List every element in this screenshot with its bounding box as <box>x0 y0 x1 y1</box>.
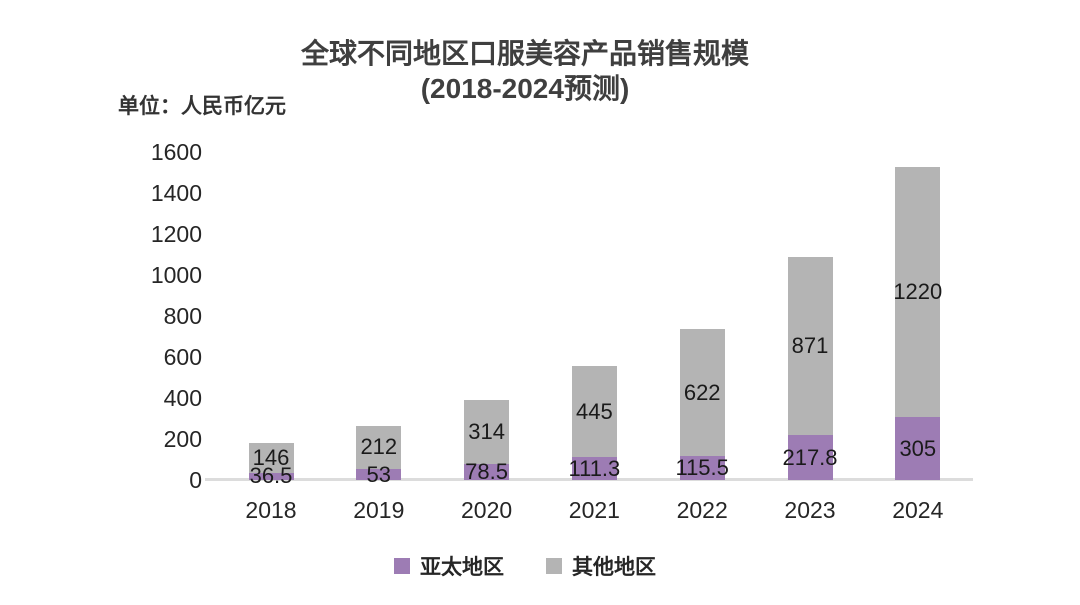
y-axis-tick-label: 800 <box>163 303 202 329</box>
data-label: 217.8 <box>782 444 838 470</box>
bar-segment-other <box>895 167 941 418</box>
legend-item-apac: 亚太地区 <box>394 551 504 581</box>
bar-segment-apac <box>464 463 510 480</box>
data-label: 314 <box>468 418 505 444</box>
chart-title-line1: 全球不同地区口服美容产品销售规模 <box>300 38 749 69</box>
x-axis-tick-label: 2019 <box>353 497 405 523</box>
legend-item-other: 其他地区 <box>546 551 656 581</box>
x-axis-tick-label: 2024 <box>892 497 944 523</box>
legend: 亚太地区 其他地区 <box>0 551 1050 581</box>
y-axis-tick-label: 0 <box>189 467 202 493</box>
y-axis-tick-label: 600 <box>163 344 202 370</box>
other-legend-swatch <box>546 558 562 574</box>
chart-title-line2: (2018-2024预测) <box>420 73 630 104</box>
bar-segment-other <box>464 399 510 464</box>
bar-segment-apac <box>356 469 402 480</box>
data-label: 445 <box>576 398 613 424</box>
y-axis-tick-label: 1000 <box>150 262 202 288</box>
data-label: 111.3 <box>568 455 621 481</box>
other-legend-label: 其他地区 <box>572 556 656 579</box>
y-axis-tick-label: 1400 <box>150 180 202 206</box>
data-label: 871 <box>791 333 829 359</box>
bar-segment-other <box>679 328 725 457</box>
data-label: 53 <box>366 461 392 487</box>
apac-legend-label: 亚太地区 <box>420 556 504 579</box>
data-label: 78.5 <box>465 458 508 484</box>
apac-legend-swatch <box>394 558 410 574</box>
bar-segment-apac <box>787 435 833 480</box>
bar-segment-other <box>248 442 294 473</box>
x-axis-tick-label: 2021 <box>568 497 620 523</box>
bar-segment-apac <box>679 456 725 480</box>
unit-label: 单位：人民币亿元 <box>118 95 286 118</box>
x-axis-tick-label: 2018 <box>245 497 297 523</box>
y-axis-tick-label: 400 <box>163 385 202 411</box>
data-label: 115.5 <box>675 455 729 481</box>
data-label: 212 <box>360 434 398 460</box>
y-axis-tick-label: 1200 <box>150 221 202 247</box>
bar-segment-apac <box>895 417 941 480</box>
x-axis-tick-label: 2023 <box>784 497 836 523</box>
bar-segment-apac <box>571 457 617 480</box>
bar-segment-other <box>571 365 617 458</box>
x-axis-tick-label: 2020 <box>461 497 513 523</box>
y-axis-tick-label: 1600 <box>150 139 202 165</box>
data-label: 36.5 <box>249 463 293 489</box>
data-label: 305 <box>899 435 937 461</box>
data-label: 146 <box>252 444 290 470</box>
bar-segment-other <box>356 425 402 470</box>
data-label: 1220 <box>893 279 943 305</box>
data-label: 622 <box>683 379 721 405</box>
chart-title: 全球不同地区口服美容产品销售规模 (2018-2024预测) <box>0 36 1050 106</box>
y-axis-tick-label: 200 <box>163 426 202 452</box>
x-axis-tick-label: 2022 <box>676 497 728 523</box>
bar-segment-apac <box>248 472 294 480</box>
bar-segment-other <box>787 256 833 436</box>
